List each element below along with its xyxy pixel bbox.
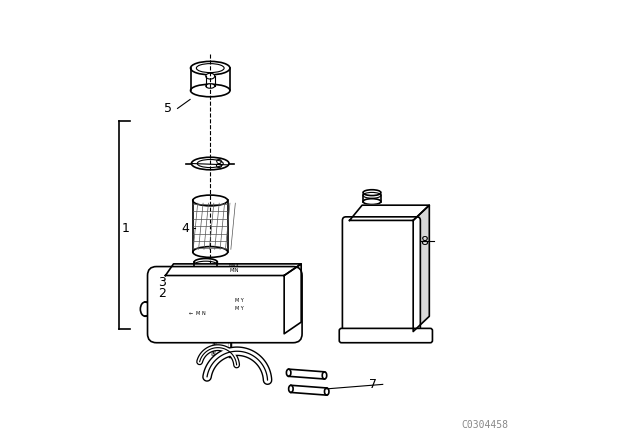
FancyBboxPatch shape (176, 289, 189, 299)
Text: 5: 5 (164, 102, 172, 115)
Ellipse shape (363, 190, 381, 195)
Text: 7: 7 (369, 378, 377, 391)
Ellipse shape (194, 258, 218, 266)
Ellipse shape (206, 73, 215, 79)
Ellipse shape (324, 388, 329, 395)
Ellipse shape (193, 195, 228, 206)
Text: M Y: M Y (235, 297, 244, 302)
Polygon shape (349, 205, 429, 220)
Text: MAX: MAX (228, 263, 239, 268)
Text: M Y: M Y (235, 306, 244, 311)
Polygon shape (165, 264, 301, 276)
Ellipse shape (193, 246, 228, 257)
Ellipse shape (287, 369, 291, 376)
Text: C0304458: C0304458 (461, 420, 508, 430)
Ellipse shape (323, 372, 327, 379)
Text: 1: 1 (121, 222, 129, 235)
Ellipse shape (363, 198, 381, 204)
Ellipse shape (191, 157, 229, 170)
Text: MIN: MIN (229, 268, 239, 273)
Text: 8: 8 (214, 158, 222, 172)
Text: 2: 2 (158, 287, 166, 301)
FancyBboxPatch shape (342, 217, 420, 335)
FancyBboxPatch shape (176, 278, 189, 288)
Polygon shape (413, 205, 429, 332)
Ellipse shape (191, 61, 230, 75)
FancyBboxPatch shape (148, 267, 302, 343)
Text: 8: 8 (420, 234, 428, 248)
Ellipse shape (206, 84, 215, 88)
Text: 4: 4 (182, 222, 189, 235)
Text: 3: 3 (158, 276, 166, 289)
Text: $\leftarrow$ M N: $\leftarrow$ M N (188, 309, 206, 317)
FancyBboxPatch shape (339, 328, 433, 343)
Ellipse shape (191, 84, 230, 97)
Ellipse shape (140, 302, 150, 316)
Polygon shape (284, 264, 301, 334)
Ellipse shape (289, 385, 293, 392)
